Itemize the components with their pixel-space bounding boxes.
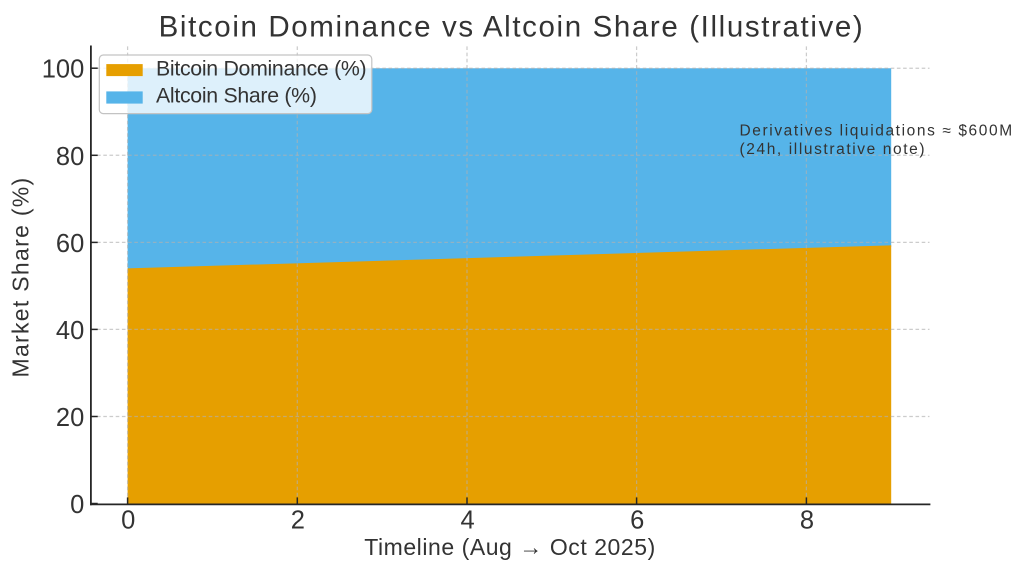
svg-text:4: 4 xyxy=(461,507,475,535)
svg-text:Timeline (Aug → Oct 2025): Timeline (Aug → Oct 2025) xyxy=(364,534,656,560)
svg-text:2: 2 xyxy=(291,507,305,535)
svg-text:6: 6 xyxy=(630,507,644,535)
svg-text:(24h, illustrative note): (24h, illustrative note) xyxy=(740,141,927,158)
svg-text:8: 8 xyxy=(800,507,814,535)
svg-text:40: 40 xyxy=(56,317,84,345)
svg-text:0: 0 xyxy=(121,507,135,535)
svg-text:Altcoin Share (%): Altcoin Share (%) xyxy=(156,84,317,108)
svg-text:80: 80 xyxy=(56,143,84,171)
svg-text:0: 0 xyxy=(70,491,84,519)
svg-text:Derivatives liquidations ≈ $60: Derivatives liquidations ≈ $600M xyxy=(740,122,1014,139)
svg-text:20: 20 xyxy=(56,404,84,432)
svg-text:Market Share (%): Market Share (%) xyxy=(8,176,34,377)
svg-text:Bitcoin Dominance vs Altcoin S: Bitcoin Dominance vs Altcoin Share (Illu… xyxy=(159,10,865,43)
svg-text:100: 100 xyxy=(42,56,85,84)
svg-text:Bitcoin Dominance (%): Bitcoin Dominance (%) xyxy=(156,57,366,81)
svg-text:60: 60 xyxy=(56,230,84,258)
